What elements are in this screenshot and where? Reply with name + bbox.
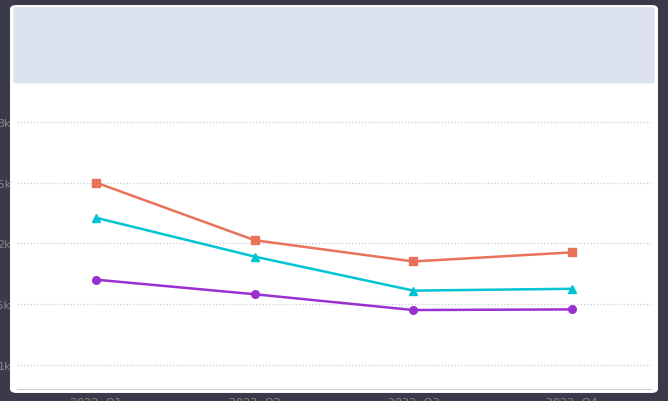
Text: Media de rango bajo: Media de rango bajo <box>274 41 388 51</box>
Text: Media de expectativas salariales: Media de expectativas salariales <box>64 41 246 51</box>
Text: Media de rango alto: Media de rango alto <box>445 41 557 51</box>
